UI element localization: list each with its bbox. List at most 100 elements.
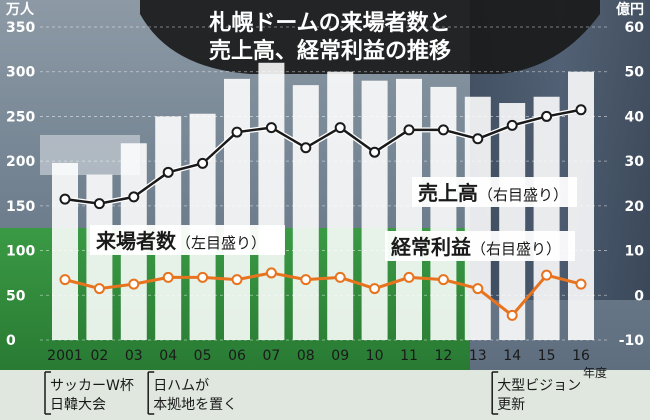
right-axis-unit: 億円	[616, 1, 644, 18]
revenue-point	[506, 119, 518, 131]
revenue-point	[541, 110, 553, 122]
revenue-point	[437, 124, 449, 136]
x-tick-label: 14	[503, 348, 521, 364]
x-tick-label: 15	[538, 348, 556, 364]
x-tick-label: 06	[228, 348, 246, 364]
left-tick-label: 0	[6, 333, 16, 349]
x-axis-unit: 年度	[583, 365, 607, 380]
revenue-point	[334, 122, 346, 134]
x-tick-label: 08	[297, 348, 315, 364]
profit-line	[64, 271, 582, 317]
annotation-line2: 日韓大会	[50, 397, 106, 413]
left-tick-label: 350	[6, 20, 35, 36]
profit-point	[369, 283, 381, 295]
revenue-point	[231, 126, 243, 138]
left-tick-label: 200	[6, 154, 35, 170]
x-tick-label: 07	[262, 348, 280, 364]
right-tick-label: 30	[625, 154, 645, 170]
attendance-bar	[396, 78, 422, 341]
revenue-point	[403, 124, 415, 136]
revenue-point	[197, 157, 209, 169]
attendance-bar	[224, 78, 250, 341]
series-lines	[59, 104, 587, 321]
attendance-bar	[52, 162, 78, 340]
revenue-label-note: （右目盛り）	[478, 186, 568, 204]
chart-title-line2: 売上高、経常利益の推移	[209, 38, 451, 64]
revenue-point	[369, 146, 381, 158]
x-tick-label: 09	[331, 348, 349, 364]
profit-point	[231, 274, 243, 286]
attendance-label-name: 来場者数	[95, 229, 177, 253]
attendance-bar	[292, 85, 319, 340]
right-tick-label: -10	[619, 333, 645, 349]
annotation-bracket-caps	[45, 371, 51, 415]
annotation-line2: 更新	[497, 397, 525, 413]
left-axis-unit: 万人	[5, 1, 35, 18]
revenue-point	[472, 133, 484, 145]
revenue-point	[300, 142, 312, 154]
profit-point	[437, 274, 449, 286]
left-tick-label: 250	[6, 109, 35, 125]
right-tick-label: 20	[625, 199, 645, 215]
profit-point	[575, 278, 587, 290]
profit-point	[128, 278, 140, 290]
axis-ticks: 050100150200250300350-100102030405060200…	[6, 20, 644, 364]
profit-point	[93, 283, 105, 295]
left-tick-label: 150	[6, 199, 35, 215]
revenue-line	[64, 108, 582, 205]
chart-title-line1: 札幌ドームの来場者数と	[208, 10, 450, 36]
attendance-bar	[533, 96, 560, 340]
right-tick-label: 50	[625, 65, 645, 81]
revenue-point	[162, 166, 174, 178]
x-tick-label: 12	[434, 348, 452, 364]
x-tick-label: 10	[366, 348, 384, 364]
right-tick-label: 60	[625, 20, 645, 36]
profit-point	[403, 271, 415, 283]
right-tick-label: 0	[634, 288, 644, 304]
annotation-line1: 日ハムが	[153, 378, 209, 394]
left-tick-label: 300	[6, 65, 35, 81]
attendance-bar	[361, 80, 388, 341]
revenue-series-label: 売上高（右目盛り）	[412, 177, 577, 207]
left-tick-label: 100	[6, 244, 35, 260]
attendance-series-label: 来場者数（左目盛り）	[90, 225, 285, 255]
x-tick-label: 03	[125, 348, 143, 364]
profit-label-note: （右目盛り）	[471, 240, 561, 258]
x-tick-label: 16	[572, 348, 590, 364]
revenue-point	[128, 191, 140, 203]
x-tick-label: 11	[400, 348, 418, 364]
x-tick-label: 2001	[47, 348, 83, 364]
background-bottom-band	[0, 370, 650, 420]
revenue-point	[59, 193, 71, 205]
profit-point	[300, 274, 312, 286]
svg-text:売上高（右目盛り）: 売上高（右目盛り）	[418, 181, 568, 205]
revenue-point	[575, 104, 587, 116]
profit-point	[265, 267, 277, 279]
attendance-bar	[327, 71, 354, 340]
attendance-bar	[258, 62, 285, 341]
svg-text:経常利益（右目盛り）: 経常利益（右目盛り）	[391, 235, 561, 259]
annotation-bracket-caps	[492, 371, 499, 415]
profit-point	[472, 283, 484, 295]
right-tick-label: 10	[625, 244, 645, 260]
annotation-line1: 大型ビジョン	[497, 378, 581, 394]
profit-point	[541, 269, 553, 281]
attendance-bar	[499, 103, 526, 340]
profit-point	[506, 309, 518, 321]
title-panel	[140, 0, 600, 74]
x-tick-label: 13	[469, 348, 487, 364]
revenue-label-name: 売上高	[418, 181, 478, 205]
annotation-line1: サッカーW杯	[50, 378, 134, 394]
profit-point	[197, 271, 209, 283]
revenue-point	[265, 122, 277, 134]
x-tick-label: 05	[194, 348, 212, 364]
x-tick-label: 02	[90, 348, 108, 364]
annotation-bracket-caps	[148, 371, 155, 415]
profit-label-name: 経常利益	[391, 235, 471, 259]
annotation-line2: 本拠地を置く	[153, 397, 237, 413]
revenue-point	[93, 198, 105, 210]
profit-series-label: 経常利益（右目盛り）	[385, 231, 575, 261]
profit-point	[59, 274, 71, 286]
